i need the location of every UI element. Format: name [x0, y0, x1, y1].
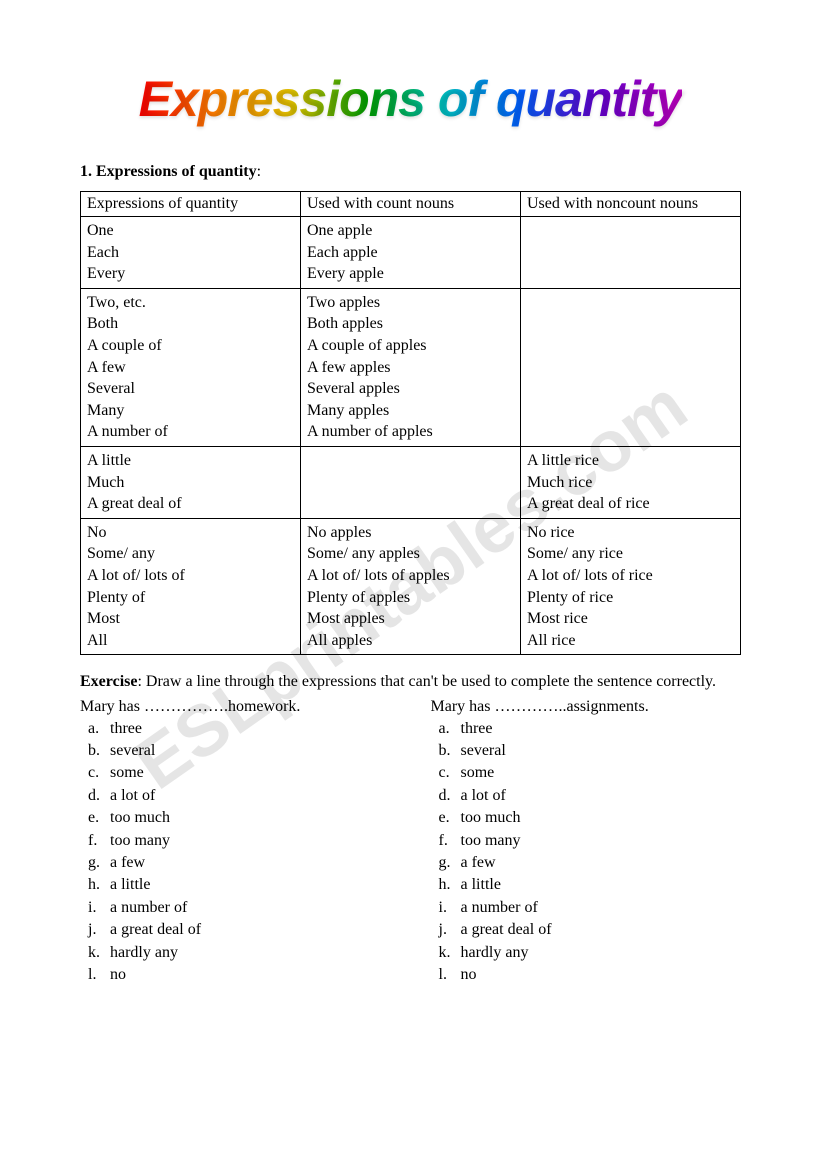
list-item: a lot of [104, 785, 391, 807]
quantity-table: Expressions of quantity Used with count … [80, 191, 741, 655]
section-heading: 1. Expressions of quantity: [80, 163, 741, 181]
list-item: a few [104, 852, 391, 874]
list-item: too many [104, 830, 391, 852]
cell: OneEachEvery [81, 217, 301, 289]
exercise-col-1: Mary has …………….homework. threeseveralsom… [80, 698, 391, 987]
table-row: OneEachEvery One appleEach appleEvery ap… [81, 217, 741, 289]
section-colon: : [257, 163, 261, 180]
cell: No applesSome/ any applesA lot of/ lots … [301, 518, 521, 655]
exercise-instructions: Exercise: Draw a line through the expres… [80, 671, 741, 693]
section-number: 1. [80, 163, 92, 180]
list-item: a number of [455, 897, 742, 919]
exercise-options-2: threeseveralsomea lot oftoo muchtoo many… [431, 718, 742, 987]
list-item: a number of [104, 897, 391, 919]
cell: No riceSome/ any riceA lot of/ lots of r… [521, 518, 741, 655]
section-title: Expressions of quantity [96, 163, 257, 180]
cell [521, 288, 741, 446]
table-row: Two, etc.BothA couple ofA fewSeveralMany… [81, 288, 741, 446]
list-item: some [104, 762, 391, 784]
list-item: a few [455, 852, 742, 874]
exercise-col-2: Mary has …………..assignments. threeseveral… [431, 698, 742, 987]
list-item: a lot of [455, 785, 742, 807]
cell: One appleEach appleEvery apple [301, 217, 521, 289]
list-item: three [104, 718, 391, 740]
list-item: too much [455, 807, 742, 829]
list-item: three [455, 718, 742, 740]
list-item: some [455, 762, 742, 784]
list-item: several [455, 740, 742, 762]
page-content: Expressions of quantity 1. Expressions o… [80, 70, 741, 986]
list-item: no [104, 964, 391, 986]
list-item: hardly any [455, 942, 742, 964]
header-col1: Expressions of quantity [81, 192, 301, 217]
cell: A littleMuchA great deal of [81, 446, 301, 518]
list-item: too many [455, 830, 742, 852]
cell [521, 217, 741, 289]
cell: Two, etc.BothA couple ofA fewSeveralMany… [81, 288, 301, 446]
exercise-prompt-2: Mary has …………..assignments. [431, 698, 742, 716]
list-item: several [104, 740, 391, 762]
list-item: no [455, 964, 742, 986]
table-row: A littleMuchA great deal of A little ric… [81, 446, 741, 518]
exercise-label: Exercise [80, 673, 137, 690]
cell: A little riceMuch riceA great deal of ri… [521, 446, 741, 518]
cell [301, 446, 521, 518]
exercise-columns: Mary has …………….homework. threeseveralsom… [80, 698, 741, 987]
header-col3: Used with noncount nouns [521, 192, 741, 217]
table-row: NoSome/ anyA lot of/ lots ofPlenty ofMos… [81, 518, 741, 655]
exercise-text: : Draw a line through the expressions th… [137, 673, 716, 690]
title-wrap: Expressions of quantity [80, 70, 741, 128]
table-header-row: Expressions of quantity Used with count … [81, 192, 741, 217]
list-item: too much [104, 807, 391, 829]
cell: Two applesBoth applesA couple of applesA… [301, 288, 521, 446]
list-item: a great deal of [455, 919, 742, 941]
list-item: a great deal of [104, 919, 391, 941]
header-col2: Used with count nouns [301, 192, 521, 217]
list-item: a little [104, 874, 391, 896]
list-item: a little [455, 874, 742, 896]
list-item: hardly any [104, 942, 391, 964]
exercise-prompt-1: Mary has …………….homework. [80, 698, 391, 716]
exercise-options-1: threeseveralsomea lot oftoo muchtoo many… [80, 718, 391, 987]
page-title: Expressions of quantity [139, 70, 683, 128]
cell: NoSome/ anyA lot of/ lots ofPlenty ofMos… [81, 518, 301, 655]
